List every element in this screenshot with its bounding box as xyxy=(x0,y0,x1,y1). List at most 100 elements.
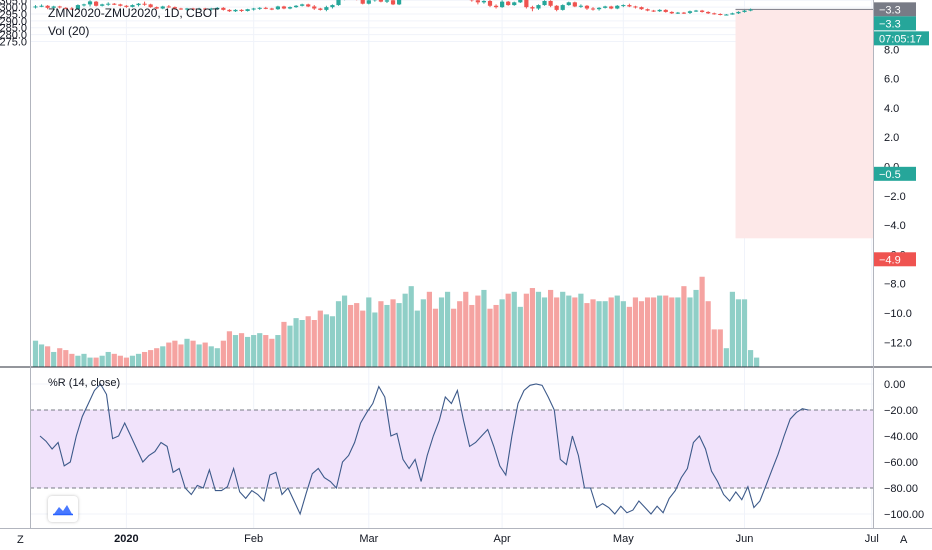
candle-body xyxy=(384,0,390,2)
candle-body xyxy=(172,7,177,9)
volume-bar xyxy=(535,291,542,367)
volume-bar xyxy=(475,295,481,367)
volume-bar xyxy=(354,303,360,367)
zoom-button[interactable]: Z xyxy=(17,534,24,546)
volume-bar xyxy=(693,289,699,367)
volume-bar xyxy=(202,342,208,367)
candle-body xyxy=(530,7,535,9)
volume-bar xyxy=(699,276,705,367)
candle-body xyxy=(706,11,711,14)
spread-tick-label: −4.0 xyxy=(884,220,906,232)
price-tick-label: 285.0 xyxy=(0,23,27,35)
spread-tick-label: 4.0 xyxy=(884,103,899,115)
volume-bar xyxy=(281,321,287,367)
candle-body xyxy=(330,5,335,8)
candle-body xyxy=(312,6,317,9)
candle-body xyxy=(215,7,220,9)
tradingview-logo[interactable] xyxy=(48,496,78,522)
candle-body xyxy=(203,8,208,10)
candle-body xyxy=(197,8,202,10)
candle-body xyxy=(621,5,626,7)
volume-bar xyxy=(548,289,554,367)
volume-bar xyxy=(348,304,354,367)
candle-body xyxy=(615,5,620,9)
volume-bar xyxy=(614,295,620,367)
candle-body xyxy=(100,4,105,6)
volume-bar xyxy=(408,286,414,367)
candle-body xyxy=(94,1,99,6)
volume-bar xyxy=(747,350,754,367)
spread-tick-label: 2.0 xyxy=(884,132,899,144)
stop-badge-text: −4.9 xyxy=(879,254,901,266)
candle-body xyxy=(390,0,396,5)
volume-bar xyxy=(245,336,251,367)
volume-bar xyxy=(578,293,584,367)
candle-body xyxy=(481,0,487,3)
volume-bar xyxy=(317,310,323,367)
volume-bar xyxy=(299,320,305,367)
candle-body xyxy=(378,0,384,2)
candle-body xyxy=(269,8,274,10)
candle-body xyxy=(227,9,232,12)
spread-tick-label: −8.0 xyxy=(884,279,906,291)
volume-bar xyxy=(596,301,602,367)
time-tick-label: Feb xyxy=(244,533,263,545)
volume-bar xyxy=(311,320,317,367)
price-tick-label: 300.0 xyxy=(0,2,27,14)
wr-tick-label: −40.00 xyxy=(884,431,918,443)
volume-bar xyxy=(269,338,275,367)
volume-bar xyxy=(566,295,572,367)
stop-badge: −4.9 xyxy=(874,252,916,267)
volume-bar xyxy=(390,299,396,367)
volume-bar xyxy=(426,291,432,367)
candle-body xyxy=(166,6,171,8)
volume-bar xyxy=(341,295,348,367)
current-badge: −3.3 xyxy=(874,2,916,17)
candle-body xyxy=(669,11,674,14)
volume-bar xyxy=(184,338,190,367)
overbought-oversold-band xyxy=(30,410,873,488)
volume-bar xyxy=(38,344,45,367)
price-tick-label: 290.0 xyxy=(0,16,27,28)
candle-body xyxy=(730,13,735,15)
current-badge-text: −3.3 xyxy=(879,4,901,16)
volume-legend: Vol (20) xyxy=(48,24,90,38)
candle-body xyxy=(263,7,268,9)
volume-bar xyxy=(154,348,160,367)
candle-body xyxy=(718,14,723,16)
countdown-badge: 07:05:17 xyxy=(874,31,929,45)
volume-bar xyxy=(51,351,57,367)
candle-body xyxy=(736,11,741,14)
volume-bar xyxy=(651,297,657,367)
wr-tick-label: 0.00 xyxy=(884,379,905,391)
volume-bar xyxy=(626,306,632,367)
volume-bar xyxy=(335,301,342,367)
volume-bar xyxy=(232,335,239,367)
volume-bar xyxy=(529,288,536,367)
volume-bar xyxy=(505,293,511,367)
auto-scale-button[interactable]: A xyxy=(900,534,908,546)
volume-bar xyxy=(541,297,548,367)
candle-body xyxy=(124,5,129,7)
volume-bar xyxy=(481,289,487,367)
candle-body xyxy=(590,8,596,10)
volume-bar xyxy=(644,297,651,367)
candle-body xyxy=(487,0,493,6)
time-tick-label: 2020 xyxy=(114,533,138,545)
candle-body xyxy=(221,7,226,10)
volume-bars xyxy=(32,276,760,367)
volume-bar xyxy=(45,346,51,367)
candle-body xyxy=(663,9,668,12)
candle-body xyxy=(675,12,680,14)
wr-tick-label: −80.00 xyxy=(884,483,918,495)
candle-body xyxy=(63,7,68,9)
candle-body xyxy=(554,5,559,10)
volume-bar xyxy=(444,291,451,367)
volume-bar xyxy=(560,291,566,367)
spread-tick-label: 8.0 xyxy=(884,44,899,56)
volume-bar xyxy=(620,301,626,367)
volume-bar xyxy=(741,299,748,367)
volume-bar xyxy=(638,301,645,367)
